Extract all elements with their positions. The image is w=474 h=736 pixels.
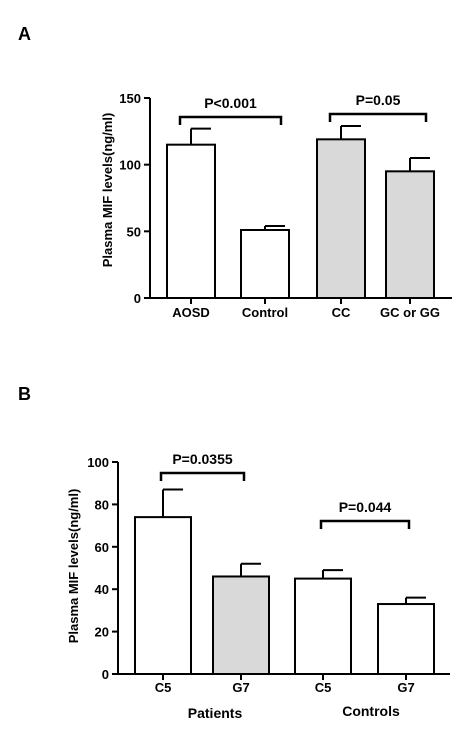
panel-b-ytick-label: 20 xyxy=(95,625,109,640)
panel-b-bar xyxy=(212,575,270,675)
panel-a-bar xyxy=(316,138,366,299)
panel-b-bar xyxy=(377,603,435,675)
panel-b-group-patients: Patients xyxy=(188,705,243,721)
panel-a-category-label: GC or GG xyxy=(380,305,440,320)
panel-b-p-value: P=0.0355 xyxy=(172,451,233,467)
panel-b-ytick-label: 100 xyxy=(87,455,109,470)
panel-a-bar xyxy=(385,170,435,299)
panel-a-ytick-label: 100 xyxy=(119,158,141,173)
panel-b-category-label: G7 xyxy=(232,680,249,695)
panel-b-ytick-label: 40 xyxy=(95,582,109,597)
panel-a-ytick-label: 0 xyxy=(134,291,141,306)
panel-b-category-label: C5 xyxy=(155,680,172,695)
panel-a-bar xyxy=(240,229,290,299)
panel-b-ylabel: Plasma MIF levels(ng/ml) xyxy=(66,489,81,644)
panel-b-significance-bracket xyxy=(319,519,411,529)
panel-a-category-label: AOSD xyxy=(172,305,210,320)
panel-b-ytick-label: 80 xyxy=(95,497,109,512)
panel-a-category-label: CC xyxy=(332,305,351,320)
panel-a-significance-bracket xyxy=(328,112,428,122)
panel-b-ytick-label: 0 xyxy=(102,667,109,682)
panel-b-bar xyxy=(294,577,352,675)
panel-a-ylabel: Plasma MIF levels(ng/ml) xyxy=(100,113,115,268)
panel-a-chart: 0 50 100 150 AOSD Control CC GC or GG P<0.001 P=0… xyxy=(119,91,452,320)
panel-a-ytick-label: 50 xyxy=(127,224,141,239)
panel-b-chart: 0 20 40 60 80 100 C5 G7 C5 G7 P=0.0355 P=0.044 xyxy=(87,451,450,695)
panel-a-category-label: Control xyxy=(242,305,288,320)
panel-a-ytick-label: 150 xyxy=(119,91,141,106)
panel-a-bar xyxy=(166,143,216,299)
panel-b-significance-bracket xyxy=(159,471,246,481)
panel-b-label: B xyxy=(18,384,31,404)
panel-a-label: A xyxy=(18,24,31,44)
panel-b-group-controls: Controls xyxy=(342,703,400,719)
panel-b-category-label: G7 xyxy=(397,680,414,695)
panel-a-significance-bracket xyxy=(178,115,283,125)
panel-a-p-value: P=0.05 xyxy=(356,92,401,108)
panel-b-ytick-label: 60 xyxy=(95,540,109,555)
panel-a-p-value: P<0.001 xyxy=(204,95,257,111)
panel-b-p-value: P=0.044 xyxy=(339,499,392,515)
panel-b-category-label: C5 xyxy=(315,680,332,695)
panel-b-bar xyxy=(134,516,192,675)
